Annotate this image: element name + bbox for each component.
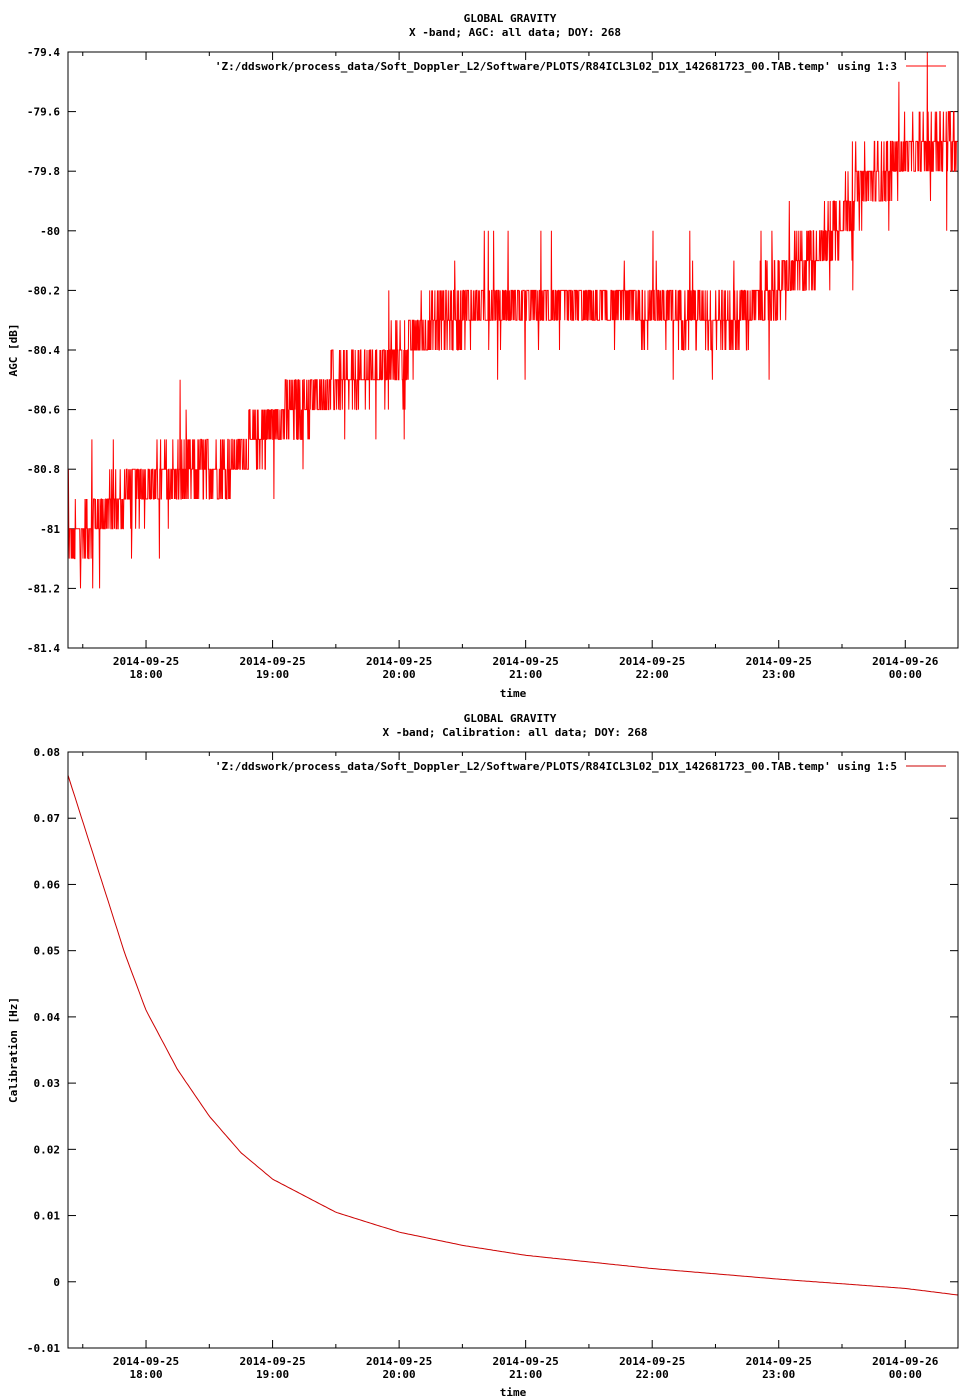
x-tick-label-time: 00:00 [889,668,922,681]
x-tick-label-time: 19:00 [256,668,289,681]
x-tick-label-time: 21:00 [509,1368,542,1381]
series-line [67,775,959,1296]
x-tick-label-date: 2014-09-25 [113,655,179,668]
x-tick-label-date: 2014-09-25 [619,655,685,668]
y-tick-label: -80.6 [27,404,60,417]
x-ticks: 2014-09-2518:002014-09-2519:002014-09-25… [82,52,939,681]
y-ticks: -79.4 -79.6 -79.8 -80 -80.2 -80.4 -80.6 -80.8 -8… [27,46,958,655]
series-calibration [67,775,959,1296]
chart-title: GLOBAL GRAVITY [464,12,557,25]
y-axis-label: Calibration [Hz] [7,997,20,1103]
calibration-chart: GLOBAL GRAVITY X -band; Calibration: all… [7,712,959,1399]
x-tick-label-date: 2014-09-25 [366,1355,432,1368]
y-tick-label: 0.05 [34,945,61,958]
y-tick-label: -0.01 [27,1342,60,1355]
x-tick-label-time: 19:00 [256,1368,289,1381]
x-tick-label-time: 23:00 [762,668,795,681]
y-tick-label: 0.02 [34,1143,61,1156]
y-tick-label: -79.6 [27,106,60,119]
legend-entry: 'Z:/ddswork/process_data/Soft_Doppler_L2… [215,60,897,73]
x-tick-label-date: 2014-09-25 [746,655,812,668]
y-tick-label: -79.8 [27,165,60,178]
x-tick-label-date: 2014-09-25 [239,1355,305,1368]
y-tick-label: -80 [40,225,60,238]
y-tick-label: 0.06 [34,878,61,891]
y-tick-label: 0 [53,1276,60,1289]
chart-subtitle: X -band; Calibration: all data; DOY: 268 [383,726,648,739]
x-tick-label-date: 2014-09-25 [239,655,305,668]
x-tick-label-date: 2014-09-25 [746,1355,812,1368]
x-tick-label-time: 22:00 [636,668,669,681]
x-axis-label: time [500,1386,527,1399]
chart-title: GLOBAL GRAVITY [464,712,557,725]
series-line [67,51,958,589]
x-tick-label-date: 2014-09-25 [493,1355,559,1368]
x-tick-label-time: 21:00 [509,668,542,681]
y-tick-label: 0.07 [34,812,61,825]
x-tick-label-time: 18:00 [129,668,162,681]
x-tick-label-date: 2014-09-25 [113,1355,179,1368]
plot-frame [67,51,959,649]
plot-frame [67,751,959,1349]
y-tick-label: 0.08 [34,746,61,759]
y-tick-label: -81 [40,523,60,536]
x-ticks: 2014-09-2518:002014-09-2519:002014-09-25… [82,752,939,1381]
y-tick-label: 0.04 [34,1011,61,1024]
agc-chart: GLOBAL GRAVITY X -band; AGC: all data; D… [7,12,959,700]
y-tick-label: -81.4 [27,642,60,655]
y-tick-label: 0.03 [34,1077,61,1090]
x-tick-label-time: 20:00 [383,1368,416,1381]
x-tick-label-time: 22:00 [636,1368,669,1381]
y-ticks: 0.08 0.07 0.06 0.05 0.04 0.03 0.02 0.01 0 -0.01 [27,746,958,1355]
x-tick-label-date: 2014-09-25 [619,1355,685,1368]
series-agc [67,51,958,589]
x-tick-label-time: 23:00 [762,1368,795,1381]
y-tick-label: -80.4 [27,344,60,357]
x-tick-label-time: 00:00 [889,1368,922,1381]
y-tick-label: -79.4 [27,46,60,59]
x-axis-label: time [500,687,527,700]
x-tick-label-date: 2014-09-26 [872,655,939,668]
y-tick-label: -80.8 [27,463,60,476]
x-tick-label-date: 2014-09-25 [366,655,432,668]
legend-entry: 'Z:/ddswork/process_data/Soft_Doppler_L2… [215,760,897,773]
x-tick-label-time: 20:00 [383,668,416,681]
chart-subtitle: X -band; AGC: all data; DOY: 268 [409,26,621,39]
y-tick-label: -80.2 [27,284,60,297]
x-tick-label-time: 18:00 [129,1368,162,1381]
y-tick-label: -81.2 [27,582,60,595]
x-tick-label-date: 2014-09-25 [493,655,559,668]
x-tick-label-date: 2014-09-26 [872,1355,939,1368]
y-axis-label: AGC [dB] [7,324,20,377]
y-tick-label: 0.01 [34,1210,61,1223]
